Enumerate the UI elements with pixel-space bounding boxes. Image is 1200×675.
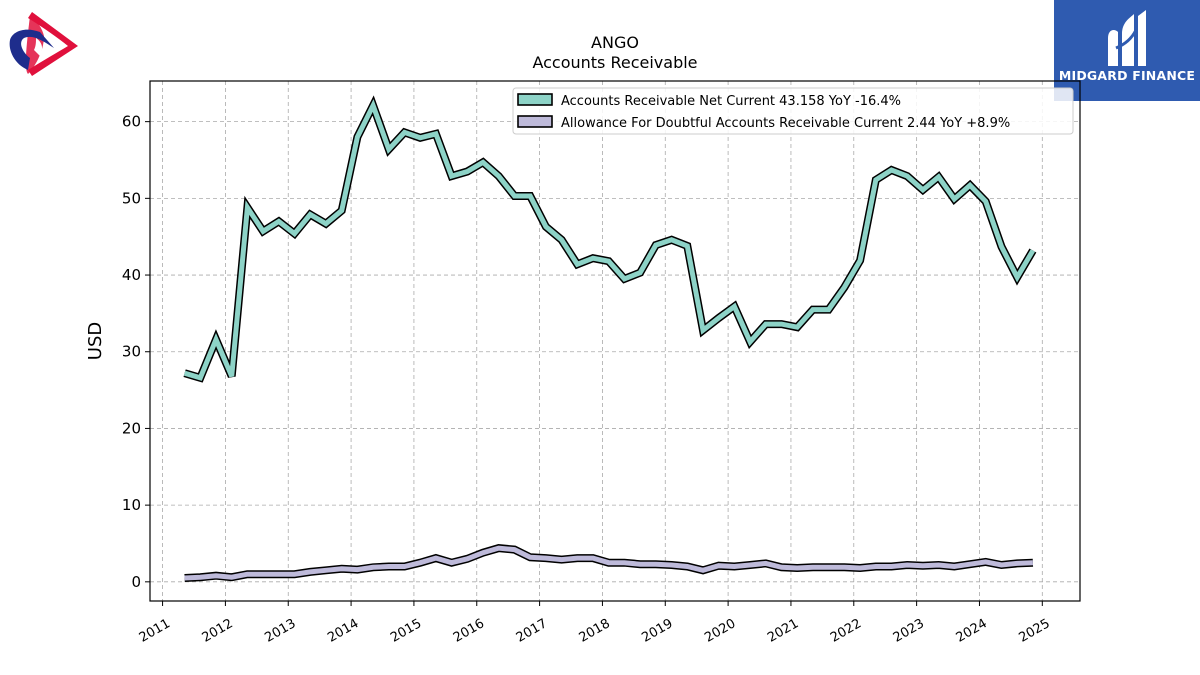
- x-tick-label: 2016: [451, 616, 487, 646]
- legend-swatch-1: [517, 93, 553, 106]
- x-tick-label: 2024: [954, 616, 990, 646]
- y-tick-label: 60: [122, 113, 141, 131]
- legend-swatch-2: [517, 115, 553, 128]
- y-tick-label: 40: [122, 266, 141, 284]
- brand-name: MIDGARD FINANCE: [1058, 68, 1196, 83]
- x-tick-label: 2018: [577, 616, 613, 646]
- x-tick-label: 2014: [325, 616, 361, 646]
- legend-label-1: Accounts Receivable Net Current 43.158 Y…: [561, 94, 901, 109]
- x-tick-label: 2011: [137, 616, 173, 646]
- legend-label-2: Allowance For Doubtful Accounts Receivab…: [561, 116, 1010, 131]
- y-tick-label: 20: [122, 419, 141, 437]
- chart-title: ANGO: [591, 33, 639, 52]
- x-tick-label: 2013: [262, 616, 298, 646]
- x-tick-label: 2023: [891, 616, 927, 646]
- plot-frame: [149, 80, 1081, 602]
- x-tick-label: 2025: [1016, 616, 1052, 646]
- series-1-outline: [183, 95, 1037, 383]
- series-layer: [183, 95, 1037, 582]
- legend-box: [512, 87, 1074, 135]
- y-tick-label: 30: [122, 343, 141, 361]
- series-2-line: [184, 545, 1034, 581]
- x-tick-label: 2012: [200, 616, 236, 646]
- chart-subtitle: Accounts Receivable: [532, 53, 697, 72]
- x-tick-label: 2015: [388, 616, 424, 646]
- x-tick-label: 2022: [828, 616, 864, 646]
- x-tick-label: 2017: [514, 616, 550, 646]
- legend: Accounts Receivable Net Current 43.158 Y…: [512, 87, 1074, 135]
- grid: [150, 81, 1080, 601]
- y-axis-title: USD: [85, 322, 106, 360]
- y-tick-label: 10: [122, 496, 141, 514]
- midgard-finance-logo: MIDGARD FINANCE: [1054, 0, 1200, 101]
- company-logo: [9, 12, 78, 76]
- y-axis: 0 10 20 30 40 50 60: [122, 113, 150, 591]
- y-tick-label: 50: [122, 189, 141, 207]
- series-1-line: [183, 99, 1036, 381]
- x-tick-label: 2021: [765, 616, 801, 646]
- midgard-finance-icon: [1108, 10, 1146, 66]
- y-tick-label: 0: [131, 573, 141, 591]
- x-axis: 2011 2012 2013 2014 2015 2016 2017 2018 2019 2020…: [137, 601, 1053, 646]
- x-tick-label: 2020: [702, 616, 738, 646]
- x-tick-label: 2019: [639, 616, 675, 646]
